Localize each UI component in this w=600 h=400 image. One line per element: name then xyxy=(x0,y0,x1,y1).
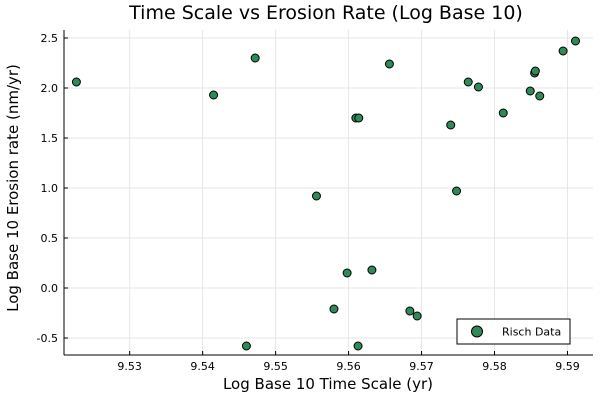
data-point xyxy=(405,306,415,316)
data-point xyxy=(412,311,422,321)
x-tick-label: 9.56 xyxy=(336,360,361,373)
y-tick-label: 2.5 xyxy=(41,32,59,45)
y-ticks: -0.5 0.0 0.5 1.0 1.5 2.0 2.5 xyxy=(37,32,68,345)
x-tick-label: 9.57 xyxy=(409,360,434,373)
legend-label: Risch Data xyxy=(502,326,561,339)
data-point xyxy=(354,113,364,123)
y-tick-label: -0.5 xyxy=(37,332,58,345)
chart-title: Time Scale vs Erosion Rate (Log Base 10) xyxy=(128,2,523,24)
y-tick-label: 1.5 xyxy=(41,132,59,145)
data-point xyxy=(353,341,363,351)
data-point xyxy=(71,77,81,87)
x-ticks: 9.53 9.54 9.55 9.56 9.57 9.58 9.59 xyxy=(117,351,580,373)
legend: Risch Data xyxy=(456,318,571,345)
y-tick-label: 1.0 xyxy=(41,182,59,195)
data-point xyxy=(384,59,394,69)
x-tick-label: 9.59 xyxy=(555,360,580,373)
grid xyxy=(64,30,593,355)
x-tick-label: 9.53 xyxy=(117,360,142,373)
y-axis-label: Log Base 10 Erosion rate (nm/yr) xyxy=(4,64,22,312)
data-point xyxy=(558,46,568,56)
data-point xyxy=(473,82,483,92)
data-point xyxy=(209,90,219,100)
data-point xyxy=(535,91,545,101)
data-point xyxy=(367,265,377,275)
data-point xyxy=(525,86,535,96)
data-point xyxy=(342,268,352,278)
data-point xyxy=(452,186,462,196)
data-point xyxy=(329,304,339,314)
legend-marker xyxy=(471,325,483,338)
data-point xyxy=(463,77,473,87)
y-tick-label: 0.5 xyxy=(41,232,59,245)
data-point xyxy=(446,120,456,130)
x-tick-label: 9.55 xyxy=(263,360,288,373)
data-point xyxy=(250,53,260,63)
data-point xyxy=(530,66,540,76)
data-point xyxy=(498,108,508,118)
x-tick-label: 9.58 xyxy=(482,360,507,373)
data-point xyxy=(570,36,580,46)
x-tick-label: 9.54 xyxy=(190,360,215,373)
axes xyxy=(63,30,593,356)
data-point xyxy=(311,191,321,201)
x-axis-label: Log Base 10 Time Scale (yr) xyxy=(223,375,433,393)
data-point xyxy=(241,341,251,351)
y-tick-label: 0.0 xyxy=(41,282,59,295)
y-tick-label: 2.0 xyxy=(41,82,59,95)
data-points xyxy=(71,36,580,351)
